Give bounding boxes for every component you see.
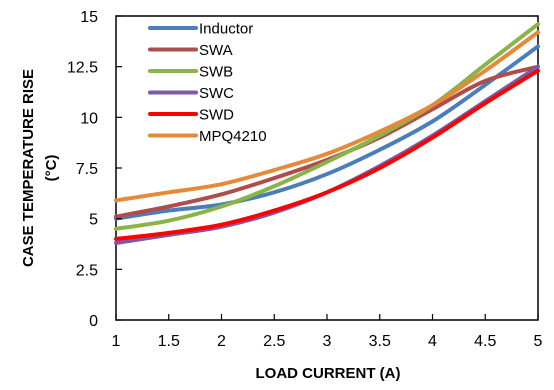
x-tick-label: 1.5 [158, 333, 180, 350]
legend-label: SWA [199, 42, 233, 59]
legend-item-mpq4210: MPQ4210 [148, 128, 267, 145]
series-line-swb [114, 22, 540, 231]
y-tick-label: 7.5 [76, 161, 98, 178]
y-tick-label: 2.5 [76, 262, 98, 279]
x-tick-label: 3.5 [369, 333, 391, 350]
y-tick-label: 5 [89, 212, 98, 229]
y-tick-label: 0 [89, 313, 98, 330]
x-tick-label: 1 [112, 333, 121, 350]
series-line-mpq4210 [114, 30, 540, 203]
x-tick-label: 2 [217, 333, 226, 350]
legend-item-inductor: Inductor [148, 21, 253, 38]
legend-label: Inductor [199, 21, 253, 38]
series-line-inductor [114, 44, 540, 221]
legend: Inductor SWA SWB SWC SWD MPQ4210 [148, 21, 267, 145]
legend-item-swb: SWB [148, 64, 233, 81]
series-line-swd [114, 68, 540, 241]
x-tick-label: 4.5 [474, 333, 496, 350]
x-tick-label: 2.5 [263, 333, 285, 350]
y-axis-title-line-2: (°C) [43, 155, 60, 182]
series-layer [114, 22, 540, 245]
ticks-layer: 1 1.5 2 2.5 3 3.5 4 4.5 5 0 2.5 5 7.5 10 12.5 15 [67, 9, 543, 350]
y-axis-title-line-1: CASE TEMPERATURE RISE [20, 69, 37, 267]
legend-label: MPQ4210 [199, 128, 267, 145]
axis-titles: LOAD CURRENT (A) CASE TEMPERATURE RISE (… [20, 69, 400, 382]
x-tick-label: 3 [323, 333, 332, 350]
x-tick-label: 5 [534, 333, 543, 350]
y-tick-label: 10 [80, 110, 98, 127]
x-axis-title: LOAD CURRENT (A) [256, 365, 401, 382]
legend-label: SWD [199, 107, 234, 124]
x-tick-label: 4 [428, 333, 437, 350]
legend-label: SWC [199, 85, 234, 102]
y-tick-label: 12.5 [67, 60, 98, 77]
legend-item-swc: SWC [148, 85, 234, 102]
legend-label: SWB [199, 64, 233, 81]
legend-item-swd: SWD [148, 107, 234, 124]
legend-item-swa: SWA [148, 42, 233, 59]
y-tick-label: 15 [80, 9, 98, 26]
